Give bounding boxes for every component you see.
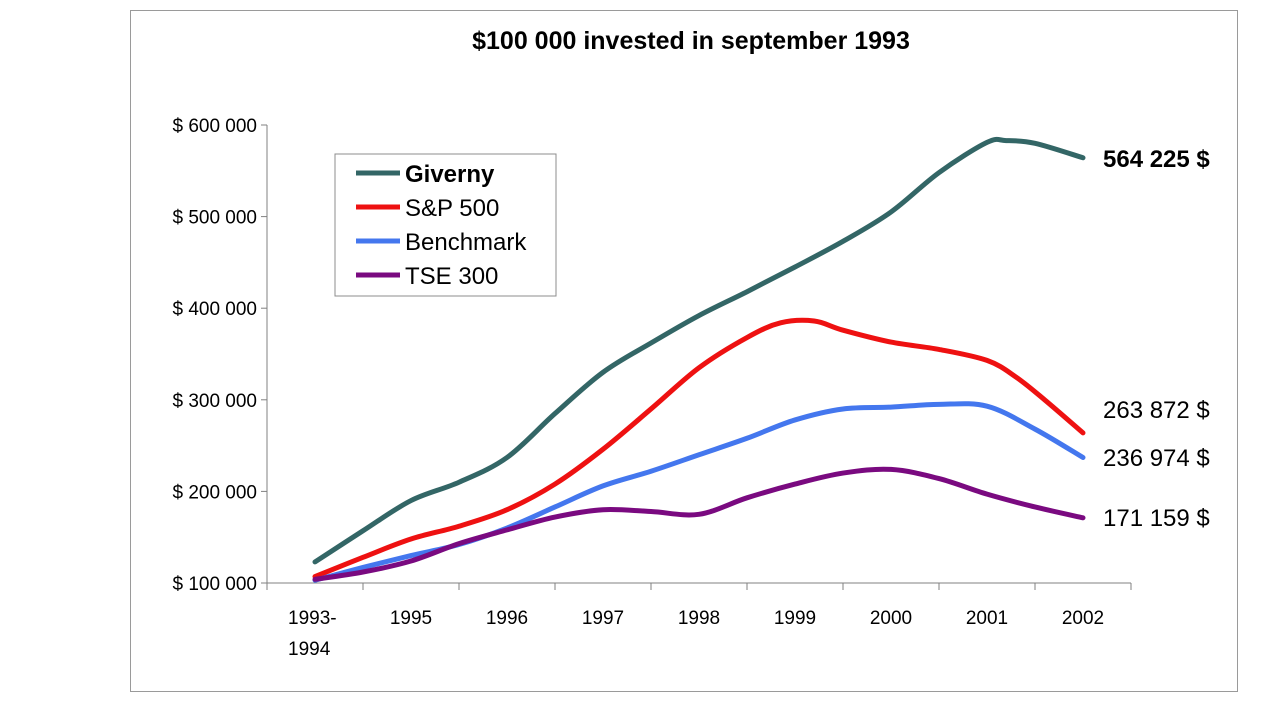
x-tick-label: 2000 [870, 608, 912, 629]
x-tick-label: 1998 [678, 608, 720, 629]
series-lines [312, 136, 1086, 583]
series-line-giverny [312, 136, 1086, 565]
end-value-label: 171 159 $ [1103, 505, 1210, 532]
x-tick-label: 1993- [288, 608, 337, 629]
series-line-s-p-500 [312, 317, 1086, 580]
line-chart: $100 000 invested in september 1993 $ 10… [172, 27, 1210, 660]
end-labels: 564 225 $ 263 872 $ 236 974 $ 171 159 $ [1103, 146, 1210, 532]
chart-frame: $100 000 invested in september 1993 $ 10… [130, 10, 1238, 692]
y-tick-label: $ 200 000 [172, 482, 257, 503]
x-tick-label: 2001 [966, 608, 1008, 629]
legend-label: TSE 300 [405, 263, 498, 290]
x-tick-label: 1997 [582, 608, 624, 629]
legend-box [334, 153, 557, 297]
series-line-tse-300 [312, 466, 1086, 582]
legend-label: S&P 500 [405, 195, 499, 222]
axes: $ 100 000 $ 200 000 $ 300 000 $ 400 000 $ 50… [172, 116, 1132, 660]
end-value-label: 236 974 $ [1103, 445, 1210, 472]
legend: Giverny S&P 500 Benchmark TSE 300 [334, 153, 557, 297]
y-tick-label: $ 400 000 [172, 299, 257, 320]
chart-title: $100 000 invested in september 1993 [472, 27, 910, 55]
end-value-label: 564 225 $ [1103, 146, 1210, 173]
x-tick-label: 1999 [774, 608, 816, 629]
x-tick-label: 1996 [486, 608, 528, 629]
end-value-label: 263 872 $ [1103, 397, 1210, 424]
x-tick-label: 1994 [288, 639, 331, 660]
y-tick-label: $ 600 000 [172, 116, 257, 137]
x-tick-label: 1995 [390, 608, 432, 629]
x-tick-label: 2002 [1062, 608, 1104, 629]
y-tick-label: $ 300 000 [172, 391, 257, 412]
legend-label: Giverny [405, 161, 495, 188]
legend-label: Benchmark [405, 229, 527, 256]
y-tick-label: $ 100 000 [172, 574, 257, 595]
y-tick-label: $ 500 000 [172, 208, 257, 229]
